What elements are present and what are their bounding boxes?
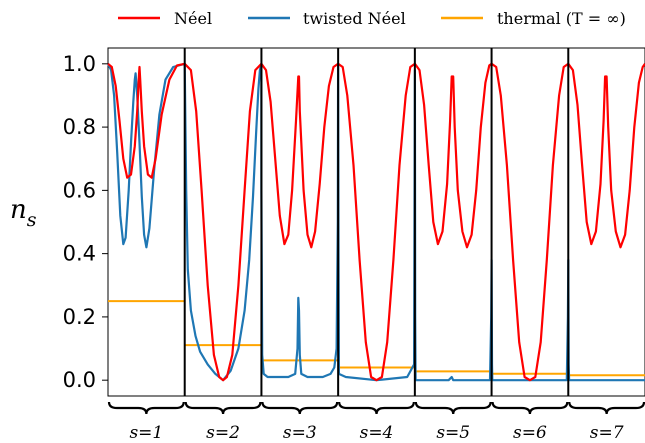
segment-brace: [107, 401, 185, 415]
segment-label: s=5: [436, 423, 470, 443]
segment-brace: [184, 401, 262, 415]
segment-label: s=3: [283, 423, 317, 443]
y-tick-label: 0.4: [63, 242, 96, 266]
segment-brace: [338, 401, 415, 415]
segment-brace: [491, 401, 569, 415]
legend-label-twisted: twisted Néel: [303, 9, 406, 28]
legend-label-neel: Néel: [174, 9, 212, 28]
series-twisted: [107, 62, 645, 382]
segment-brace: [261, 401, 339, 415]
series-line-neel: [107, 62, 645, 382]
segment-label: s=6: [513, 423, 547, 443]
y-tick-label: 0.6: [63, 178, 96, 202]
segment-label: s=2: [206, 423, 240, 443]
y-axis-label-sub: s: [27, 209, 37, 231]
series-line-thermal: [108, 300, 645, 377]
series-line-twisted: [107, 62, 645, 382]
series-layer: [107, 62, 645, 382]
segment-brace: [414, 401, 492, 415]
legend: Néel twisted Néel thermal (T = ∞): [118, 9, 626, 28]
segment-label: s=4: [360, 423, 394, 443]
segment-braces: s=1 s=2 s=3 s=4 s=5 s=6 s=7: [107, 401, 645, 443]
segment-label: s=1: [129, 423, 163, 443]
segment-brace: [568, 401, 645, 415]
segment-label: s=7: [590, 423, 624, 443]
y-ticks: 0.0 0.2 0.4 0.6 0.8 1.0: [63, 52, 108, 392]
series-thermal: [108, 300, 645, 377]
segment-boundaries: [183, 48, 570, 396]
legend-label-thermal: thermal (T = ∞): [497, 9, 626, 28]
plot-frame: [107, 47, 645, 397]
y-tick-label: 0.8: [63, 115, 96, 139]
y-tick-label: 0.2: [63, 305, 96, 329]
y-axis-label: ns: [10, 195, 37, 231]
y-tick-label: 0.0: [63, 368, 96, 392]
series-neel: [107, 62, 645, 382]
y-tick-label: 1.0: [63, 52, 96, 76]
